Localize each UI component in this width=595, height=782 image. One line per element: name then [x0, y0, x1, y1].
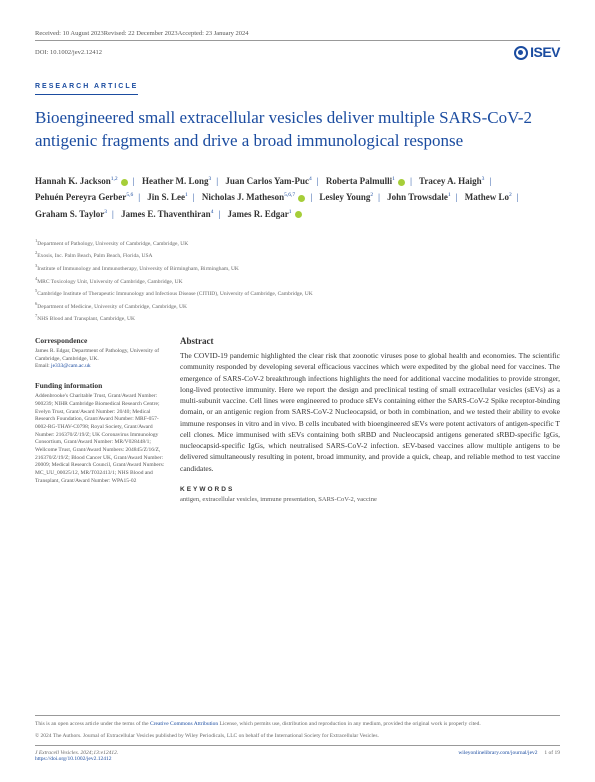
keywords-text: antigen, extracellular vesicles, immune … — [180, 496, 560, 503]
affiliation: 6Department of Medicine, University of C… — [35, 300, 560, 312]
received-date: Received: 10 August 2023 — [35, 30, 104, 37]
affiliation: 2Exosis, Inc. Palm Beach, Palm Beach, Fl… — [35, 249, 560, 261]
author: Roberta Palmulli1 — [326, 176, 405, 186]
orcid-icon[interactable] — [295, 211, 302, 218]
correspondence-heading: Correspondence — [35, 336, 165, 345]
author: Tracey A. Haigh3 — [419, 176, 484, 186]
keywords-heading: KEYWORDS — [180, 486, 560, 493]
copyright-text: © 2024 The Authors. Journal of Extracell… — [35, 733, 560, 739]
isev-logo: ISEV — [514, 44, 560, 60]
doi-link[interactable]: https://doi.org/10.1002/jev2.12412 — [35, 756, 111, 762]
orcid-icon[interactable] — [298, 195, 305, 202]
author: Pehuén Pereyra Gerber5,6 — [35, 192, 133, 202]
affiliation: 5Cambridge Institute of Therapeutic Immu… — [35, 287, 560, 299]
author: Jin S. Lee1 — [147, 192, 188, 202]
funding-text: Addenbrooke's Charitable Trust, Grant/Aw… — [35, 393, 165, 485]
author: Heather M. Long3 — [142, 176, 211, 186]
funding-heading: Funding information — [35, 381, 165, 390]
author: Hannah K. Jackson1,2 — [35, 176, 128, 186]
affiliation: 4MRC Toxicology Unit, University of Camb… — [35, 275, 560, 287]
accepted-date: Accepted: 23 January 2024 — [178, 30, 249, 37]
author-list: Hannah K. Jackson1,2 | Heather M. Long3|… — [35, 173, 560, 222]
page-number: 1 of 19 — [544, 750, 560, 756]
author: James E. Thaventhiran4 — [121, 209, 213, 219]
dates-row: Received: 10 August 2023 Revised: 22 Dec… — [35, 30, 560, 41]
author: Juan Carlos Yam-Puc4 — [225, 176, 311, 186]
article-type-label: RESEARCH ARTICLE — [35, 83, 138, 95]
journal-url[interactable]: wileyonlinelibrary.com/journal/jev2 — [458, 750, 537, 756]
isev-logo-icon — [514, 46, 528, 60]
author: James R. Edgar1 — [228, 209, 302, 219]
author: John Trowsdale1 — [387, 192, 451, 202]
orcid-icon[interactable] — [121, 179, 128, 186]
abstract-text: The COVID-19 pandemic highlighted the cl… — [180, 350, 560, 474]
abstract-heading: Abstract — [180, 336, 560, 346]
author: Lesley Young2 — [319, 192, 373, 202]
cc-license-link[interactable]: Creative Commons Attribution — [150, 721, 218, 727]
affiliation: 1Department of Pathology, University of … — [35, 237, 560, 249]
footer-citation-row: J Extracell Vesicles. 2024;13:e12412. ht… — [35, 745, 560, 762]
license-text: This is an open access article under the… — [35, 715, 560, 729]
orcid-icon[interactable] — [398, 179, 405, 186]
author: Nicholas J. Matheson5,6,7 — [202, 192, 306, 202]
doi-text: DOI: 10.1002/jev2.12412 — [35, 49, 102, 56]
author: Graham S. Taylor3 — [35, 209, 107, 219]
correspondence-email[interactable]: je333@cam.ac.uk — [51, 363, 91, 369]
affiliation-list: 1Department of Pathology, University of … — [35, 237, 560, 324]
correspondence-text: James R. Edgar, Department of Pathology,… — [35, 348, 165, 371]
revised-date: Revised: 22 December 2023 — [104, 30, 178, 37]
affiliation: 7NHS Blood and Transplant, Cambridge, UK — [35, 312, 560, 324]
page-footer: This is an open access article under the… — [35, 715, 560, 762]
doi-row: DOI: 10.1002/jev2.12412 ISEV — [35, 44, 560, 60]
author: Mathew Lo2 — [465, 192, 512, 202]
affiliation: 3Institute of Immunology and Immunothera… — [35, 262, 560, 274]
article-title: Bioengineered small extracellular vesicl… — [35, 107, 560, 153]
